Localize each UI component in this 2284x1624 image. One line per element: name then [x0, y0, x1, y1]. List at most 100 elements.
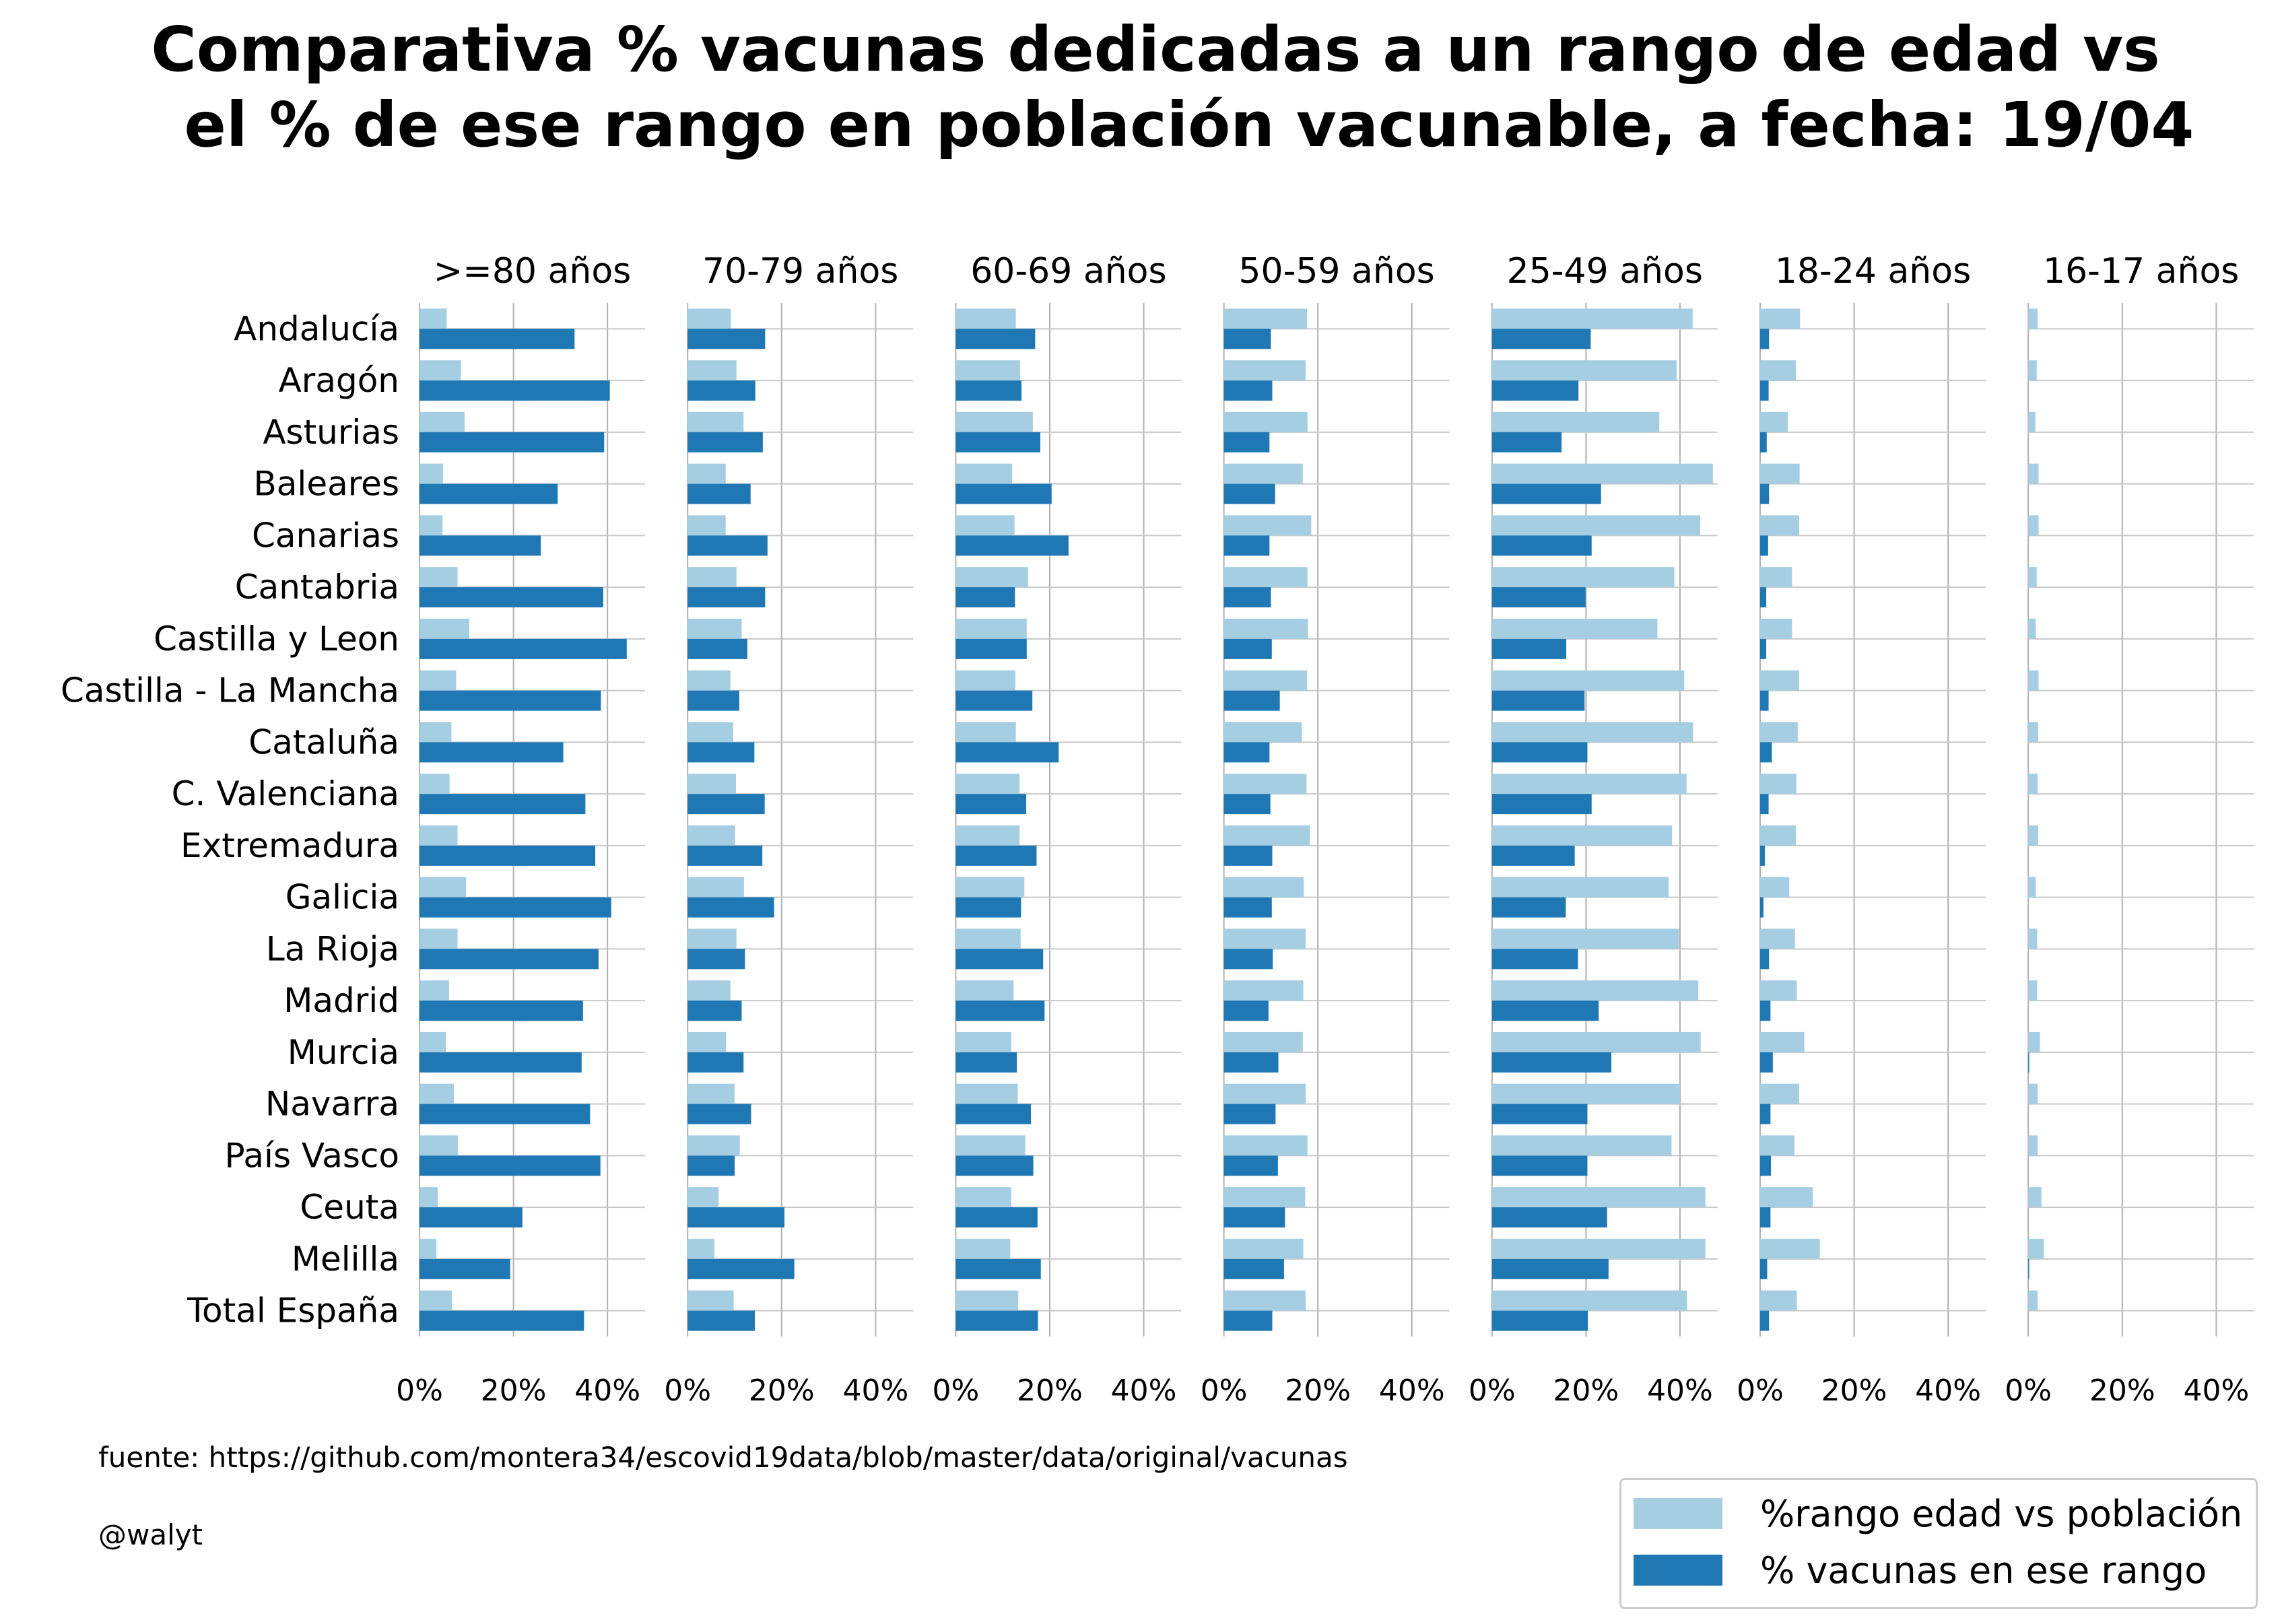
bar-poblacion [2028, 360, 2037, 381]
x-tick-label: 0% [396, 1374, 443, 1408]
bar-poblacion [419, 825, 458, 846]
bar-poblacion [2028, 1135, 2038, 1156]
bar-vacunas [955, 638, 1027, 659]
bar-poblacion [2028, 774, 2038, 794]
bar-poblacion [955, 360, 1021, 381]
bar-poblacion [1491, 877, 1669, 898]
bar-vacunas [419, 1001, 583, 1021]
bar-poblacion [419, 1238, 437, 1259]
bar-vacunas [1760, 587, 1767, 608]
legend-item-vacunas: % vacunas en ese rango [1634, 1549, 2207, 1592]
panel-title: 18-24 años [1775, 251, 1971, 292]
bar-poblacion [687, 618, 742, 639]
bar-vacunas [1760, 845, 1765, 866]
bar-vacunas [1223, 432, 1270, 452]
bar-vacunas [1760, 329, 1770, 349]
bar-vacunas [955, 380, 1022, 401]
bar-poblacion [419, 1031, 446, 1052]
bar-poblacion [955, 308, 1016, 329]
bar-poblacion [687, 670, 731, 691]
bar-vacunas [1760, 1052, 1773, 1073]
x-tick-label: 20% [749, 1374, 815, 1408]
bar-vacunas [1491, 1052, 1612, 1073]
bar-vacunas [1223, 1052, 1279, 1073]
panel-title: 16-17 años [2043, 251, 2239, 292]
bar-vacunas [2028, 1258, 2029, 1279]
x-tick-label: 0% [664, 1374, 711, 1408]
bar-poblacion [419, 308, 447, 329]
bar-vacunas [1760, 432, 1767, 452]
bar-poblacion [687, 825, 735, 846]
legend-swatch-vacunas [1634, 1555, 1722, 1586]
bar-poblacion [2028, 980, 2038, 1001]
bar-vacunas [955, 1155, 1034, 1176]
bar-vacunas [419, 380, 610, 401]
legend: %rango edad vs población % vacunas en es… [1619, 1478, 2258, 1609]
source-note: fuente: https://github.com/montera34/esc… [98, 1441, 1348, 1474]
bar-vacunas [687, 897, 774, 918]
bar-vacunas [687, 1001, 742, 1021]
row-label: Castilla y Leon [154, 619, 399, 658]
bar-poblacion [687, 1135, 740, 1156]
x-tick-label: 20% [1285, 1374, 1351, 1408]
bar-poblacion [1491, 722, 1693, 743]
bar-vacunas [687, 1155, 735, 1176]
x-tick-label: 0% [932, 1374, 979, 1408]
bar-poblacion [687, 1083, 735, 1104]
bar-poblacion [687, 567, 737, 588]
bar-vacunas [955, 329, 1036, 349]
bar-vacunas [955, 483, 1052, 504]
bar-vacunas [1760, 1104, 1771, 1124]
bar-poblacion [1760, 1238, 1820, 1259]
bar-poblacion [2028, 928, 2038, 949]
bar-poblacion [687, 928, 737, 949]
bar-poblacion [687, 1290, 734, 1311]
bar-poblacion [687, 463, 726, 484]
bar-poblacion [1760, 825, 1796, 846]
bar-vacunas [1760, 483, 1770, 504]
bar-vacunas [1491, 949, 1578, 970]
bar-poblacion [1491, 1187, 1706, 1208]
bar-vacunas [1760, 949, 1770, 970]
bar-poblacion [1760, 980, 1797, 1001]
bar-vacunas [687, 1052, 744, 1073]
bar-vacunas [687, 845, 763, 866]
x-tick-label: 20% [1553, 1374, 1619, 1408]
bar-poblacion [2028, 1083, 2038, 1104]
bar-poblacion [1223, 1290, 1306, 1311]
bar-poblacion [1223, 515, 1312, 536]
bar-vacunas [687, 1104, 751, 1124]
bar-vacunas [2028, 1052, 2029, 1073]
bar-poblacion [1760, 1187, 1813, 1208]
bar-poblacion [687, 308, 731, 329]
row-label: C. Valenciana [172, 774, 399, 813]
bar-poblacion [1491, 463, 1713, 484]
bar-vacunas [955, 432, 1041, 452]
bar-vacunas [1491, 432, 1562, 452]
bar-poblacion [419, 1135, 459, 1156]
x-tick-label: 0% [2005, 1374, 2052, 1408]
bar-poblacion [419, 411, 465, 432]
bar-poblacion [1760, 360, 1796, 381]
bar-poblacion [1491, 1290, 1687, 1311]
bar-poblacion [419, 670, 457, 691]
bar-poblacion [687, 877, 744, 898]
title-line-1: Comparativa % vacunas dedicadas a un ran… [151, 13, 2160, 86]
bar-vacunas [419, 535, 541, 556]
bar-poblacion [1223, 980, 1304, 1001]
bar-poblacion [955, 1187, 1011, 1208]
bar-vacunas [419, 1207, 523, 1228]
bar-vacunas [419, 432, 605, 452]
bar-vacunas [1223, 638, 1272, 659]
x-tick-label: 0% [1737, 1374, 1784, 1408]
row-label: Cataluña [248, 722, 399, 762]
bar-vacunas [1223, 483, 1275, 504]
bar-poblacion [1491, 618, 1658, 639]
bar-vacunas [1223, 742, 1270, 763]
row-label: Navarra [265, 1085, 399, 1124]
bar-poblacion [1223, 411, 1308, 432]
bar-poblacion [419, 515, 443, 536]
bar-poblacion [2028, 567, 2037, 588]
x-tick-label: 40% [1111, 1374, 1177, 1408]
bar-vacunas [687, 742, 755, 763]
